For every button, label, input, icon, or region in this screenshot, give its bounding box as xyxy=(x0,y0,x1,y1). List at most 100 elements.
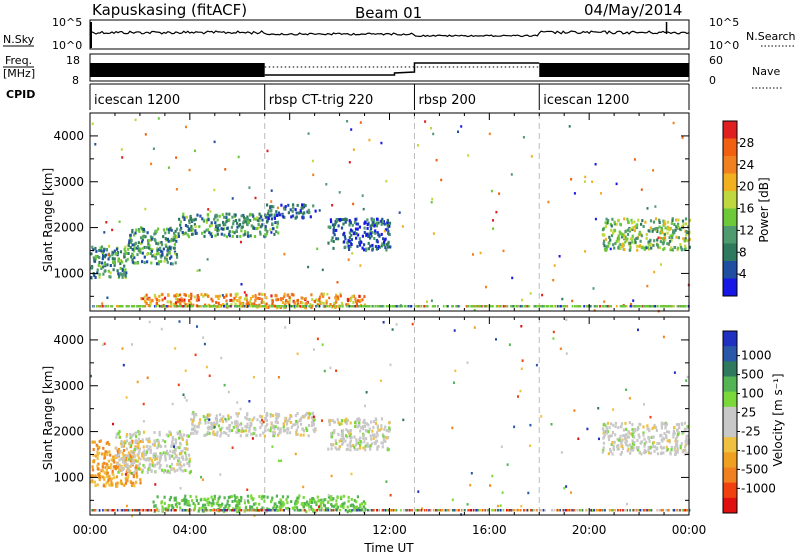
data-cell xyxy=(603,233,606,237)
data-cell xyxy=(617,444,620,447)
data-cell xyxy=(115,455,118,459)
data-cell xyxy=(278,431,281,435)
data-cell xyxy=(607,244,610,248)
data-cell xyxy=(247,302,250,306)
data-cell xyxy=(335,237,338,241)
data-cell xyxy=(521,359,524,362)
data-cell xyxy=(305,305,308,308)
data-cell xyxy=(213,140,216,144)
data-cell xyxy=(281,502,284,506)
data-cell xyxy=(608,305,611,308)
data-cell xyxy=(315,305,317,308)
data-cell xyxy=(137,509,139,512)
data-cell xyxy=(633,435,636,439)
data-cell xyxy=(157,439,160,443)
data-cell xyxy=(233,509,236,512)
data-cell xyxy=(560,451,563,454)
data-cell xyxy=(426,305,429,308)
data-cell xyxy=(115,305,118,308)
data-cell xyxy=(165,258,168,262)
data-cell xyxy=(329,419,332,423)
data-cell xyxy=(289,208,292,212)
data-cell xyxy=(314,427,317,431)
data-cell xyxy=(489,484,492,487)
data-cell xyxy=(386,224,389,227)
data-cell xyxy=(304,297,307,301)
data-cell xyxy=(620,422,624,426)
data-cell xyxy=(247,221,250,225)
data-cell xyxy=(240,422,243,426)
data-cell xyxy=(117,447,121,451)
data-cell xyxy=(497,305,500,308)
data-cell xyxy=(194,232,197,235)
data-cell xyxy=(223,431,226,434)
data-cell xyxy=(600,192,602,195)
data-cell xyxy=(623,248,626,251)
data-cell xyxy=(294,502,297,506)
data-cell xyxy=(205,228,208,232)
data-cell xyxy=(480,509,482,512)
data-cell xyxy=(377,428,380,432)
data-cell xyxy=(350,444,353,448)
data-cell xyxy=(117,257,120,261)
cpid-panel: icescan 1200 rbsp CT-trig 220 rbsp 200 ices… xyxy=(89,83,690,110)
data-cell xyxy=(151,299,154,303)
data-cell xyxy=(342,441,345,445)
data-cell xyxy=(470,305,472,308)
data-cell xyxy=(181,438,184,441)
y-tick-label: 2000 xyxy=(53,221,84,235)
data-cell xyxy=(252,217,256,221)
data-cell xyxy=(627,447,630,451)
data-cell xyxy=(191,218,194,222)
data-cell xyxy=(348,239,351,243)
data-cell xyxy=(158,466,161,470)
data-cell xyxy=(304,305,306,308)
data-cell xyxy=(355,232,358,236)
data-cell xyxy=(111,477,114,480)
data-cell xyxy=(149,235,153,239)
data-cell xyxy=(552,337,555,340)
data-cell xyxy=(604,509,606,512)
data-cell xyxy=(216,420,219,424)
data-cell xyxy=(170,462,174,466)
data-cell xyxy=(388,429,391,433)
data-cell xyxy=(118,435,121,439)
data-cell xyxy=(134,231,137,235)
data-cell xyxy=(107,459,110,463)
data-cell xyxy=(160,501,163,505)
data-cell xyxy=(681,219,685,223)
data-cell xyxy=(561,305,563,308)
data-cell xyxy=(276,225,279,229)
data-cell xyxy=(228,424,231,427)
data-cell xyxy=(501,491,504,494)
data-cell xyxy=(618,438,621,442)
data-cell xyxy=(135,464,138,468)
data-cell xyxy=(653,449,656,453)
data-cell xyxy=(122,466,125,470)
data-cell xyxy=(352,305,355,308)
frequency-block-icescan-1 xyxy=(90,63,265,77)
data-cell xyxy=(512,305,514,308)
data-cell xyxy=(495,305,498,308)
data-cell xyxy=(624,240,627,244)
data-cell xyxy=(568,509,571,512)
data-cell xyxy=(520,305,522,308)
data-cell xyxy=(365,422,369,426)
data-cell xyxy=(679,245,682,249)
data-cell xyxy=(645,305,648,308)
data-cell xyxy=(524,509,527,512)
data-cell xyxy=(389,363,392,367)
data-cell xyxy=(357,507,360,511)
data-cell xyxy=(194,225,197,228)
data-cell xyxy=(423,305,425,308)
data-cell xyxy=(103,453,107,457)
data-cell xyxy=(112,260,115,264)
data-cell xyxy=(658,236,661,240)
data-cell xyxy=(284,205,287,209)
data-cell xyxy=(194,217,197,221)
data-cell xyxy=(638,230,641,234)
data-cell xyxy=(371,429,374,433)
data-cell xyxy=(207,208,210,211)
data-cell xyxy=(123,459,126,463)
data-cell xyxy=(201,478,204,481)
